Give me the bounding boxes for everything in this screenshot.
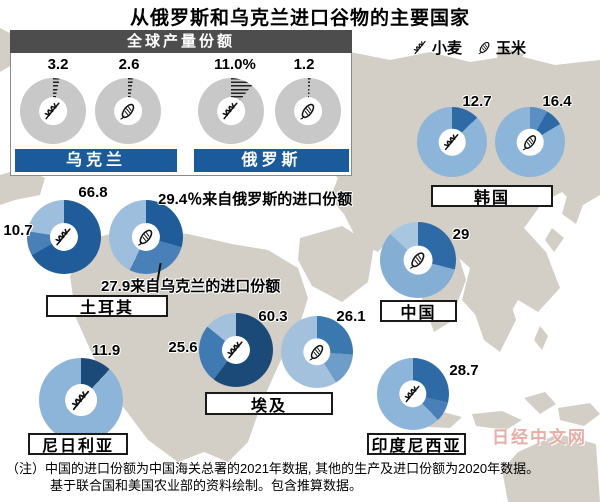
wheat-icon bbox=[55, 228, 71, 246]
value-turkey-wheat-ukraine: 10.7 bbox=[3, 222, 33, 239]
legend-wheat: 小麦 bbox=[412, 37, 462, 58]
production-share-panel: 全球产量份额 3.2 2.6 11.0% 1.2 乌克兰 俄罗斯 bbox=[10, 30, 352, 176]
legend-corn-label: 玉米 bbox=[496, 40, 527, 57]
corn-icon bbox=[137, 227, 155, 247]
production-value-ukraine-corn: 2.6 bbox=[118, 56, 140, 73]
value-turkey-wheat: 66.8 bbox=[78, 184, 108, 201]
donut-hole bbox=[294, 97, 322, 125]
value-korea-wheat: 12.7 bbox=[462, 93, 492, 110]
wheat-icon bbox=[71, 390, 89, 410]
annotation-ukraine-share: 27.9来自乌克兰的进口份额 bbox=[101, 278, 281, 295]
country-box-china: 中国 bbox=[380, 300, 457, 322]
donut-hole bbox=[114, 97, 142, 125]
donut-hole bbox=[65, 384, 97, 416]
donut-turkey-corn bbox=[109, 200, 183, 274]
production-value-russia-corn: 1.2 bbox=[293, 56, 315, 73]
donut-hole bbox=[131, 222, 161, 252]
donut-egypt-wheat bbox=[199, 313, 273, 387]
value-egypt-corn: 26.1 bbox=[336, 308, 366, 325]
country-box-nigeria: 尼日利亚 bbox=[28, 433, 128, 455]
value-korea-corn: 16.4 bbox=[542, 93, 572, 110]
wheat-icon bbox=[443, 133, 459, 151]
donut-indonesia-wheat bbox=[377, 358, 449, 430]
corn-icon bbox=[299, 101, 317, 121]
value-egypt-wheat: 60.3 bbox=[258, 308, 288, 325]
donut-production-ukraine-wheat bbox=[20, 78, 86, 144]
country-box-egypt: 埃及 bbox=[205, 392, 333, 415]
page-title: 从俄罗斯和乌克兰进口谷物的主要国家 bbox=[129, 8, 470, 29]
donut-hole bbox=[221, 335, 251, 365]
panel-header: 全球产量份额 bbox=[10, 30, 352, 53]
corn-icon bbox=[308, 343, 326, 362]
donut-production-ukraine-corn bbox=[95, 78, 161, 144]
donut-production-russia-wheat bbox=[198, 78, 264, 144]
donut-hole bbox=[516, 128, 544, 156]
production-value-ukraine-wheat: 3.2 bbox=[47, 56, 69, 73]
donut-korea-corn bbox=[495, 107, 565, 177]
corn-icon bbox=[408, 250, 427, 270]
footnote-line1: （注）中国的进口份额为中国海关总署的2021年数据, 其他的生产及进口份额为20… bbox=[6, 461, 540, 476]
donut-hole bbox=[39, 97, 67, 125]
donut-hole bbox=[49, 222, 79, 252]
footnote-line2: 基于联合国和美国农业部的资料绘制。包含推算数据。 bbox=[50, 478, 363, 493]
value-nigeria-wheat: 11.9 bbox=[91, 342, 121, 359]
value-egypt-wheat-ukraine: 25.6 bbox=[168, 339, 198, 356]
country-box-indonesia: 印度尼西亚 bbox=[367, 433, 466, 455]
country-box-korea: 韩国 bbox=[431, 185, 553, 207]
donut-nigeria-wheat bbox=[39, 358, 123, 442]
wheat-icon bbox=[44, 102, 60, 120]
legend-wheat-label: 小麦 bbox=[432, 40, 463, 57]
country-bar-ukraine: 乌克兰 bbox=[15, 149, 177, 172]
donut-turkey-wheat bbox=[27, 200, 101, 274]
donut-hole bbox=[403, 245, 433, 275]
wheat-icon bbox=[222, 102, 238, 120]
country-box-turkey: 土耳其 bbox=[46, 295, 168, 317]
wheat-icon bbox=[413, 40, 426, 55]
footnotes: （注）中国的进口份额为中国海关总署的2021年数据, 其他的生产及进口份额为20… bbox=[6, 460, 539, 494]
site-watermark: 日经中文网 bbox=[492, 428, 587, 447]
country-bar-russia: 俄罗斯 bbox=[194, 149, 349, 172]
value-china-corn: 29 bbox=[452, 226, 470, 243]
donut-egypt-corn bbox=[281, 316, 353, 388]
production-value-russia-wheat: 11.0% bbox=[214, 56, 256, 73]
donut-hole bbox=[217, 97, 245, 125]
donut-hole bbox=[399, 380, 427, 408]
donut-china-corn bbox=[380, 222, 456, 298]
donut-korea-wheat bbox=[417, 107, 487, 177]
wheat-icon bbox=[227, 341, 243, 359]
value-indonesia-wheat: 28.7 bbox=[449, 362, 479, 379]
donut-hole bbox=[438, 128, 466, 156]
wheat-icon bbox=[404, 385, 420, 403]
donut-production-russia-corn bbox=[275, 78, 341, 144]
donut-hole bbox=[303, 338, 331, 366]
legend-corn: 玉米 bbox=[476, 37, 526, 58]
corn-icon bbox=[477, 40, 492, 55]
corn-icon bbox=[521, 133, 539, 151]
annotation-russia-share: 29.4％来自俄罗斯的进口份额 bbox=[158, 191, 353, 208]
corn-icon bbox=[119, 101, 137, 121]
